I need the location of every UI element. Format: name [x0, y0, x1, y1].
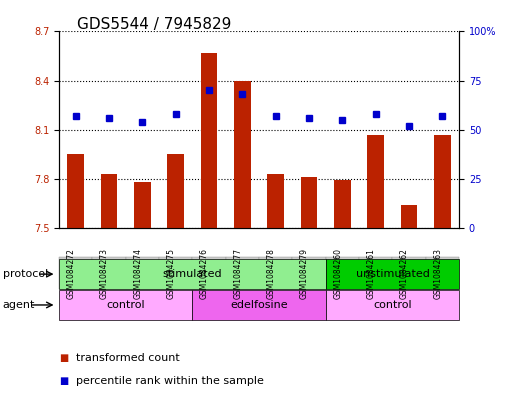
Text: GSM1084272: GSM1084272 [67, 248, 76, 299]
Text: GSM1084276: GSM1084276 [200, 248, 209, 299]
Text: ■: ■ [59, 376, 68, 386]
Bar [134, 182, 151, 228]
Text: GSM1084279: GSM1084279 [300, 248, 309, 299]
Text: GSM1084273: GSM1084273 [100, 248, 109, 299]
Text: GSM1084261: GSM1084261 [367, 248, 376, 299]
Text: control: control [373, 300, 412, 310]
Text: GSM1084274: GSM1084274 [133, 248, 143, 299]
Text: GSM1084262: GSM1084262 [400, 248, 409, 299]
Bar [101, 174, 117, 228]
Text: control: control [106, 300, 145, 310]
Text: ■: ■ [59, 353, 68, 363]
Text: agent: agent [3, 300, 35, 310]
Bar [301, 177, 318, 228]
Bar [201, 53, 218, 228]
Bar [267, 174, 284, 228]
Text: GSM1084277: GSM1084277 [233, 248, 242, 299]
Bar [334, 180, 351, 228]
Text: percentile rank within the sample: percentile rank within the sample [76, 376, 264, 386]
Text: GSM1084278: GSM1084278 [267, 248, 276, 299]
Text: GSM1084275: GSM1084275 [167, 248, 175, 299]
Bar [401, 205, 418, 228]
Bar [434, 134, 451, 228]
Text: GSM1084260: GSM1084260 [333, 248, 343, 299]
Text: protocol: protocol [3, 269, 48, 279]
Bar [67, 154, 84, 228]
Bar [234, 81, 251, 228]
Text: stimulated: stimulated [163, 269, 222, 279]
Text: GSM1084263: GSM1084263 [433, 248, 442, 299]
Bar [167, 154, 184, 228]
Bar [367, 134, 384, 228]
Text: GDS5544 / 7945829: GDS5544 / 7945829 [77, 17, 231, 31]
Text: edelfosine: edelfosine [230, 300, 288, 310]
Text: transformed count: transformed count [76, 353, 180, 363]
Text: unstimulated: unstimulated [356, 269, 429, 279]
